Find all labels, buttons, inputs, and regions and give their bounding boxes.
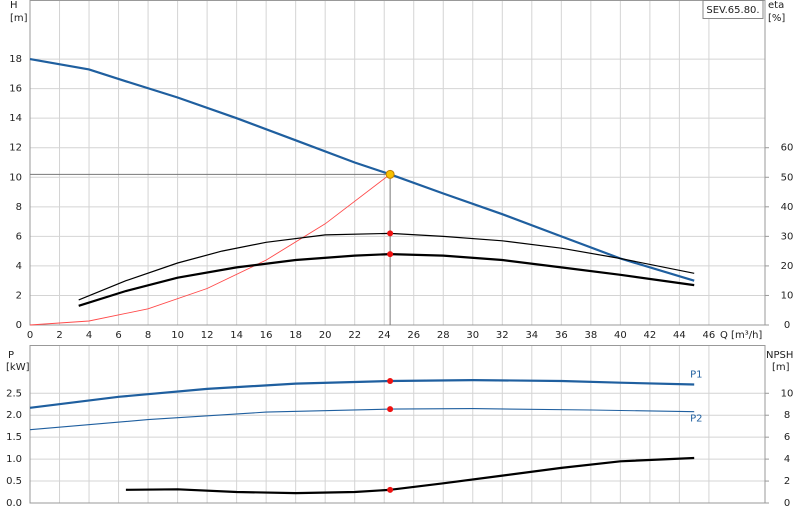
curve: [29, 378, 695, 409]
y2-tick-label: 10: [781, 290, 794, 301]
x-tick-label: 38: [584, 330, 597, 341]
y-axis-unit: [m]: [10, 13, 28, 24]
y-tick-label: 2: [16, 290, 22, 301]
y-axis-label: P: [8, 350, 14, 361]
y-tick-label: 2.5: [6, 388, 22, 399]
y2-axis-label: NPSH: [766, 350, 793, 361]
x-tick-label: 0: [27, 330, 33, 341]
duty-marker: [387, 230, 394, 237]
duty-marker: [387, 251, 394, 258]
x-tick-label: 20: [319, 330, 332, 341]
y-tick-label: 1.0: [6, 454, 22, 465]
y-axis-label: H: [10, 0, 18, 11]
y-tick-label: 2.0: [6, 410, 22, 421]
y2-tick-label: 50: [781, 172, 794, 183]
x-tick-label: 40: [614, 330, 627, 341]
y2-tick-label: 8: [784, 410, 790, 421]
duty-marker: [387, 486, 394, 493]
curve: [78, 252, 695, 307]
x-tick-label: 18: [289, 330, 302, 341]
y-tick-label: 14: [9, 113, 22, 124]
y-tick-label: 10: [9, 172, 22, 183]
y-tick-label: 12: [9, 143, 22, 154]
x-axis-label: Q [m³/h]: [720, 330, 762, 341]
x-tick-label: 12: [201, 330, 214, 341]
y2-axis-unit: [%]: [768, 13, 785, 24]
y-tick-label: 0.5: [6, 476, 22, 487]
duty-marker: [387, 406, 394, 413]
x-tick-label: 10: [171, 330, 184, 341]
curve: [29, 408, 695, 431]
y-tick-label: 8: [16, 202, 22, 213]
y2-tick-label: 60: [781, 143, 794, 154]
curve-label: P1: [690, 370, 702, 381]
duty-marker: [387, 377, 394, 384]
x-tick-label: 30: [466, 330, 479, 341]
curve: [29, 173, 391, 326]
y-tick-label: 6: [16, 231, 22, 242]
y-tick-label: 0.0: [6, 498, 22, 509]
y-tick-label: 16: [9, 84, 22, 95]
plot-frame: [29, 345, 766, 504]
y2-tick-label: 40: [781, 202, 794, 213]
x-tick-label: 22: [348, 330, 361, 341]
y2-tick-label: 30: [781, 231, 794, 242]
x-tick-label: 46: [703, 330, 716, 341]
y2-axis-unit: [m]: [772, 362, 790, 373]
x-tick-label: 42: [644, 330, 657, 341]
x-tick-label: 32: [496, 330, 509, 341]
x-tick-label: 4: [86, 330, 92, 341]
y2-tick-label: 10: [781, 388, 794, 399]
plot-frame: [29, 0, 766, 326]
x-tick-label: 2: [56, 330, 62, 341]
y-tick-label: 18: [9, 54, 22, 65]
y2-tick-label: 0: [784, 320, 790, 331]
x-tick-label: 14: [230, 330, 243, 341]
x-tick-label: 34: [525, 330, 538, 341]
operating-point: [385, 169, 395, 179]
x-tick-label: 36: [555, 330, 568, 341]
x-tick-label: 6: [115, 330, 121, 341]
curve-label: P2: [690, 414, 702, 425]
curve: [125, 456, 695, 495]
chart-title: SEV.65.80.: [706, 5, 759, 16]
y-tick-label: 1.5: [6, 432, 22, 443]
y2-tick-label: 20: [781, 261, 794, 272]
x-tick-label: 44: [673, 330, 686, 341]
curve: [29, 58, 695, 282]
x-tick-label: 16: [260, 330, 273, 341]
y-axis-unit: [kW]: [6, 362, 30, 373]
curve: [78, 232, 695, 301]
y-tick-label: 0: [16, 320, 22, 331]
title-box: [702, 0, 764, 19]
y2-tick-label: 0: [784, 498, 790, 509]
y2-tick-label: 4: [784, 454, 790, 465]
x-tick-label: 24: [378, 330, 391, 341]
y2-tick-label: 6: [784, 432, 790, 443]
x-tick-label: 28: [437, 330, 450, 341]
x-tick-label: 8: [145, 330, 151, 341]
y-tick-label: 4: [16, 261, 22, 272]
y2-tick-label: 2: [784, 476, 790, 487]
y2-axis-label: eta: [768, 0, 784, 11]
x-tick-label: 26: [407, 330, 420, 341]
